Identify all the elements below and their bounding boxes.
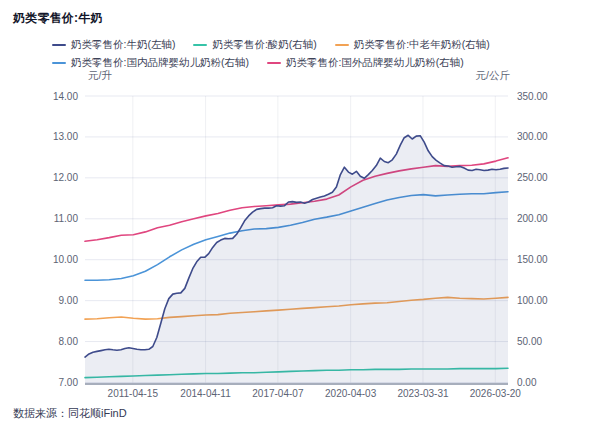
y-left-tick-label: 10.00: [53, 254, 78, 265]
x-tick-label: 2017-04-07: [252, 388, 304, 399]
y-right-tick-label: 200.00: [517, 213, 548, 224]
data-source: 数据来源：同花顺iFinD: [13, 406, 127, 421]
y-right-tick-label: 50.00: [517, 336, 542, 347]
y-right-tick-label: 350.00: [517, 91, 548, 102]
y-right-tick-label: 300.00: [517, 131, 548, 142]
y-left-tick-label: 8.00: [59, 336, 79, 347]
y-right-tick-label: 0.00: [517, 377, 537, 388]
y-right-tick-label: 150.00: [517, 254, 548, 265]
x-tick-label: 2020-04-03: [325, 388, 377, 399]
y-left-tick-label: 14.00: [53, 91, 78, 102]
y-right-tick-label: 100.00: [517, 295, 548, 306]
y-left-tick-label: 12.00: [53, 172, 78, 183]
y-right-tick-label: 250.00: [517, 172, 548, 183]
y-left-tick-label: 13.00: [53, 131, 78, 142]
x-tick-label: 2023-03-31: [397, 388, 449, 399]
x-tick-label: 2026-03-20: [470, 388, 522, 399]
y-left-tick-label: 7.00: [59, 377, 79, 388]
y-left-tick-label: 9.00: [59, 295, 79, 306]
chart-panel: 奶类零售价:牛奶 奶类零售价:牛奶(左轴)奶类零售价:酸奶(右轴)奶类零售价:中…: [0, 0, 600, 439]
y-left-tick-label: 11.00: [54, 213, 79, 224]
x-tick-label: 2011-04-15: [108, 388, 159, 399]
plot-area: 14.00 350.00 13.00 300.00 12.00 250.00 11.00 20…: [0, 0, 600, 439]
x-tick-label: 2014-04-11: [180, 388, 231, 399]
